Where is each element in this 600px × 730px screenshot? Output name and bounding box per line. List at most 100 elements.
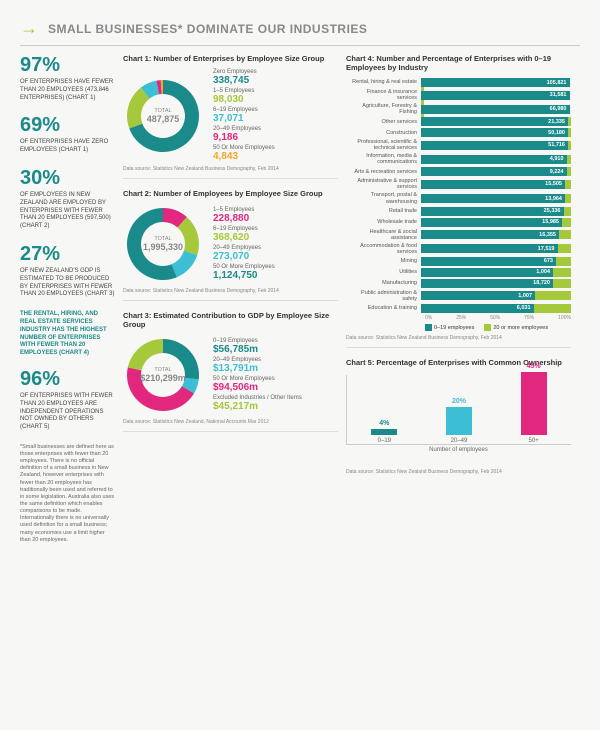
hbar-track: 9,224 xyxy=(421,167,571,176)
hbar-row: Agriculture, Forestry & Fishing 66,980 xyxy=(346,103,571,115)
donut-legend: 1–5 Employees228,8806–19 Employees368,62… xyxy=(213,207,275,281)
hbar-fill-20plus xyxy=(562,218,571,227)
chart-title: Chart 3: Estimated Contribution to GDP b… xyxy=(123,311,338,329)
hbar-track: 4,910 xyxy=(421,155,571,164)
hbar-row: Administrative & support services 15,505 xyxy=(346,178,571,190)
legend-value: 228,880 xyxy=(213,213,275,224)
legend-item: 50 Or More Employees1,124,750 xyxy=(213,264,275,281)
hbar-fill-20plus xyxy=(564,207,572,216)
stat-pct: 27% xyxy=(20,243,115,266)
chart-1: Chart 1: Number of Enterprises by Employ… xyxy=(123,54,338,179)
hbar-fill-20plus xyxy=(535,291,571,300)
hbar-label: Administrative & support services xyxy=(346,178,421,190)
stat-pct: 30% xyxy=(20,167,115,190)
legend-value: $13,791m xyxy=(213,363,302,374)
donut-total-value: 1,995,330 xyxy=(143,242,183,252)
bar-column: 4% 0–19 xyxy=(364,420,404,444)
stat-desc: OF ENTERPRISES HAVE FEWER THAN 20 EMPLOY… xyxy=(20,79,115,102)
hbar-fill-019: 4,910 xyxy=(421,155,567,164)
hbar-row: Mining 673 xyxy=(346,257,571,266)
bar-rect xyxy=(446,407,472,435)
donut-total-value: 487,875 xyxy=(147,114,180,124)
hbar-fill-019: 9,224 xyxy=(421,167,567,176)
hbar-row: Utilities 1,004 xyxy=(346,268,571,277)
hbar-fill-20plus xyxy=(568,117,571,126)
hbar-fill-20plus xyxy=(568,128,571,137)
legend-item: 20–49 Employees273,070 xyxy=(213,245,275,262)
hbar-fill-20plus xyxy=(559,230,571,239)
stat-pct: 97% xyxy=(20,54,115,77)
hbar-label: Arts & recreation services xyxy=(346,169,421,175)
stat-desc: OF EMPLOYEES IN NEW ZEALAND ARE EMPLOYED… xyxy=(20,192,115,231)
hbar-row: Finance & insurance services 31,581 xyxy=(346,89,571,101)
bar-value: 4% xyxy=(379,420,389,427)
bar-category: 0–19 xyxy=(378,438,391,444)
stat-desc: OF NEW ZEALAND'S GDP IS ESTIMATED TO BE … xyxy=(20,268,115,299)
chart-source: Data source: Statistics New Zealand Busi… xyxy=(123,166,338,172)
stat-desc: OF ENTERPRISES WITH FEWER THAN 20 EMPLOY… xyxy=(20,393,115,432)
legend-value: 368,620 xyxy=(213,232,275,243)
bar-value: 45% xyxy=(527,363,541,370)
donut-legend: Zero Employees338,745 1–5 Employees98,030… xyxy=(213,69,275,162)
bar-value: 20% xyxy=(452,398,466,405)
legend-value: $45,217m xyxy=(213,401,302,412)
hbar-row: Transport, postal & warehousing 13,964 xyxy=(346,192,571,204)
hbar-fill-019: 25,336 xyxy=(421,207,564,216)
legend-item: 6–19 Employees368,620 xyxy=(213,226,275,243)
hbar-fill-019: 51,716 xyxy=(421,141,568,150)
legend-item: 20 or more employees xyxy=(484,324,548,331)
hbar-fill-019: 673 xyxy=(421,257,556,266)
hbar-label: Healthcare & social assistance xyxy=(346,229,421,241)
hbar-row: Wholesale trade 15,985 xyxy=(346,218,571,227)
hbar-track: 50,180 xyxy=(421,128,571,137)
hbar-label: Education & training xyxy=(346,305,421,311)
bar-column: 45% 50+ xyxy=(514,363,554,444)
hbar-track: 6,031 xyxy=(421,304,571,313)
hbar-label: Agriculture, Forestry & Fishing xyxy=(346,103,421,115)
hbar-label: Other services xyxy=(346,119,421,125)
axis-tick: 25% xyxy=(456,315,466,321)
hbar-fill-20plus xyxy=(534,304,572,313)
chart-title: Chart 2: Number of Employees by Employee… xyxy=(123,189,338,198)
bar-category: 50+ xyxy=(529,438,539,444)
axis-tick: 0% xyxy=(425,315,432,321)
legend-item: Zero Employees338,745 xyxy=(213,69,275,86)
hbar-track: 1,007 xyxy=(421,291,571,300)
hbar-row: Education & training 6,031 xyxy=(346,304,571,313)
chart-2: Chart 2: Number of Employees by Employee… xyxy=(123,189,338,301)
axis-tick: 100% xyxy=(558,315,571,321)
right-column: Chart 4: Number and Percentage of Enterp… xyxy=(346,54,571,544)
bar-xlabel: Number of employees xyxy=(346,447,571,453)
hbar-row: Public administration & safety 1,007 xyxy=(346,290,571,302)
chart-title: Chart 4: Number and Percentage of Enterp… xyxy=(346,54,571,72)
axis-tick: 75% xyxy=(524,315,534,321)
hbar-fill-019: 18,720 xyxy=(421,279,553,288)
page-header: → SMALL BUSINESSES* DOMINATE OUR INDUSTR… xyxy=(20,18,580,46)
hbar-fill-019: 17,519 xyxy=(421,244,558,253)
hbar-track: 105,821 xyxy=(421,78,571,87)
hbar-fill-019: 15,985 xyxy=(421,218,562,227)
bar-rect xyxy=(371,429,397,435)
donut-total-value: $210,299m xyxy=(140,373,186,383)
arrow-icon: → xyxy=(20,18,38,39)
legend-item: 20–49 Employees$13,791m xyxy=(213,357,302,374)
legend-swatch xyxy=(425,324,432,331)
donut-chart: TOTAL1,995,330 xyxy=(123,204,203,284)
legend-value: 37,071 xyxy=(213,113,275,124)
hbar-fill-019: 50,180 xyxy=(421,128,568,137)
hbar-axis: 0%25%50%75%100% xyxy=(425,315,571,321)
page-title: SMALL BUSINESSES* DOMINATE OUR INDUSTRIE… xyxy=(48,22,367,36)
hbar-fill-20plus xyxy=(553,268,571,277)
hbar-track: 21,335 xyxy=(421,117,571,126)
stats-column: 97%OF ENTERPRISES HAVE FEWER THAN 20 EMP… xyxy=(20,54,115,544)
hbar-fill-019: 105,821 xyxy=(421,78,570,87)
highlight-text: THE RENTAL, HIRING, AND REAL ESTATE SERV… xyxy=(20,311,115,358)
chart-source: Data source: Statistics New Zealand, Nat… xyxy=(123,419,338,425)
legend-item: 20–49 Employees9,186 xyxy=(213,126,275,143)
legend-item: 1–5 Employees98,030 xyxy=(213,88,275,105)
hbar-row: Manufacturing 18,720 xyxy=(346,279,571,288)
chart-title: Chart 1: Number of Enterprises by Employ… xyxy=(123,54,338,63)
bar-chart: 4% 0–19 20% 20–49 45% 50+ Number of empl… xyxy=(346,375,571,465)
footnote: *Small businesses are defined here as th… xyxy=(20,444,115,544)
hbar-label: Rental, hiring & real estate xyxy=(346,79,421,85)
